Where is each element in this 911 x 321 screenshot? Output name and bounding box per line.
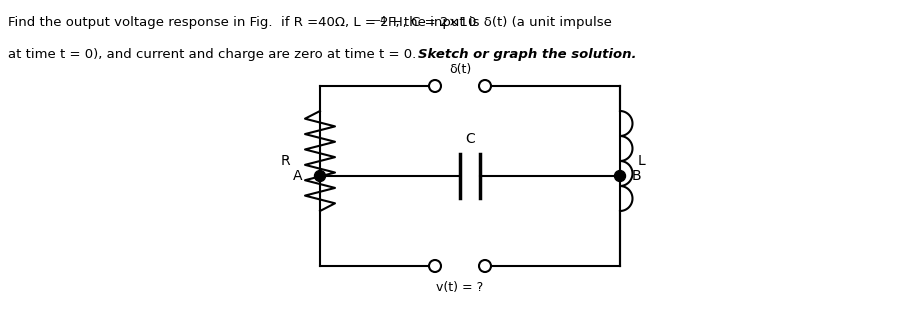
Text: B: B	[632, 169, 641, 183]
Text: R: R	[281, 154, 290, 168]
Text: Find the output voltage response in Fig.  if R =40Ω, L = 2 H, C = 2×10: Find the output voltage response in Fig.…	[8, 16, 476, 29]
Text: F, the input is δ(t) (a unit impulse: F, the input is δ(t) (a unit impulse	[388, 16, 612, 29]
Text: A: A	[292, 169, 302, 183]
Text: L: L	[638, 154, 646, 168]
Circle shape	[479, 80, 491, 92]
Circle shape	[479, 260, 491, 272]
Text: at time t = 0), and current and charge are zero at time t = 0.: at time t = 0), and current and charge a…	[8, 48, 425, 61]
Circle shape	[615, 170, 626, 181]
Text: C: C	[466, 132, 475, 146]
Circle shape	[429, 80, 441, 92]
Text: δ(t): δ(t)	[449, 63, 471, 76]
Text: −4: −4	[373, 16, 387, 26]
Text: Sketch or graph the solution.: Sketch or graph the solution.	[418, 48, 637, 61]
Circle shape	[429, 260, 441, 272]
Circle shape	[314, 170, 325, 181]
Text: v(t) = ?: v(t) = ?	[436, 281, 484, 294]
